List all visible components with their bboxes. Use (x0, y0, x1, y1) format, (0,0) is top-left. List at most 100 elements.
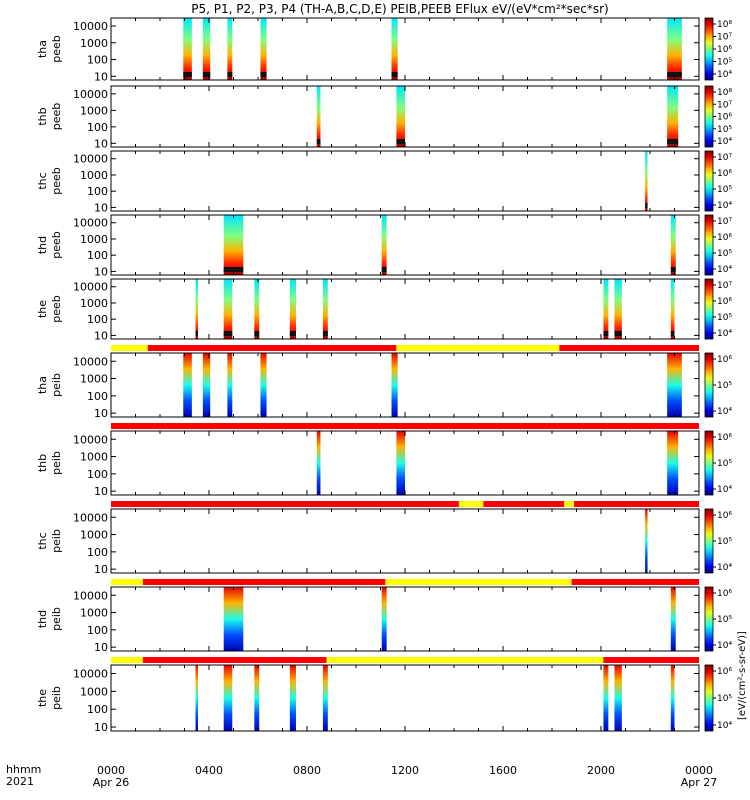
spectrogram-low-energy-edge (667, 139, 679, 144)
colorbar-tick-label: 10⁵ (717, 615, 732, 625)
y-tick-label: 100 (87, 624, 108, 637)
spectrogram-burst (670, 215, 676, 275)
colorbar-tick-label: 10⁷ (717, 33, 732, 43)
y-tick-label: 10 (94, 641, 108, 654)
x-tick-label: 1200 (391, 764, 419, 777)
colorbar-tick-label: 10⁴ (717, 265, 732, 275)
panel-frame (110, 278, 700, 340)
colorbar-tick-label: 10⁶ (717, 45, 732, 55)
spectrogram-burst (391, 353, 398, 417)
colorbar (704, 85, 714, 148)
colorbar-tick-label: 10⁵ (717, 694, 732, 704)
panel-thc-peeb: 10 100 1000 10000 thc peeb 10⁴ 10⁵ 10⁶ 10⁷ (36, 150, 732, 214)
spectrogram-burst (223, 215, 244, 275)
y-tick-label: 10 (94, 563, 108, 576)
y-tick-label: 10000 (73, 511, 108, 524)
y-tick-label: 10000 (73, 217, 108, 230)
y-tick-label: 10000 (73, 153, 108, 166)
colorbar-tick-label: 10⁷ (717, 281, 732, 291)
spectrogram-low-energy-edge (289, 331, 296, 336)
panel-probe-label: tha (36, 40, 49, 58)
mode-bar-segment (559, 345, 699, 351)
colorbar-tick-label: 10⁴ (717, 563, 732, 573)
mode-bar-segment (385, 579, 572, 585)
y-tick-label: 10 (94, 485, 108, 498)
mode-bar-segment (111, 423, 699, 429)
x-tick-label: 0000 (685, 764, 713, 777)
spectrogram-burst (603, 665, 609, 731)
time-format-label: hhmm (6, 763, 41, 776)
x-tick-label: 0800 (293, 764, 321, 777)
y-tick-label: 10 (94, 407, 108, 420)
mode-bar-segment (564, 501, 575, 507)
spectrogram-burst (316, 86, 321, 147)
spectrogram-burst (670, 279, 675, 339)
colorbar-tick-label: 10⁶ (717, 667, 732, 677)
spectrogram-low-energy-edge (645, 203, 648, 208)
colorbar-tick-label: 10⁴ (717, 329, 732, 339)
spectrogram-low-energy-edge (391, 72, 398, 77)
spectrogram-burst (381, 215, 387, 275)
panel-frame (110, 352, 700, 418)
y-tick-label: 1000 (80, 607, 108, 620)
spectrogram-low-energy-edge (254, 331, 260, 336)
spectrogram-low-energy-edge (195, 331, 198, 336)
colorbar-tick-label: 10⁶ (717, 297, 732, 307)
colorbar-tick-label: 10⁵ (717, 313, 732, 323)
panel-frame (110, 586, 700, 652)
panel-the-peeb: 10 100 1000 10000 the peeb 10⁴ 10⁵ 10⁶ 10⁷ (36, 278, 732, 342)
spectrogram-low-energy-edge (316, 139, 321, 144)
spectrogram-low-energy-edge (223, 267, 244, 272)
spectrogram-burst (260, 18, 267, 80)
colorbar-tick-label: 10⁴ (717, 70, 732, 80)
spectrogram-burst (227, 353, 233, 417)
panel-instrument-label: peib (50, 607, 63, 631)
y-tick-label: 10000 (73, 20, 108, 33)
panel-instrument-label: peeb (50, 295, 63, 323)
y-tick-label: 1000 (80, 169, 108, 182)
panel-probe-label: the (36, 689, 49, 707)
spectrogram-burst (260, 353, 267, 417)
colorbar (704, 214, 714, 276)
spectrogram-burst (202, 353, 211, 417)
colorbar-tick-label: 10⁵ (717, 125, 732, 135)
panel-tha-peib: 10 100 1000 10000 tha peib 10⁴ 10⁵ 10⁶ (36, 345, 732, 420)
y-tick-label: 10 (94, 721, 108, 734)
panel-frame (110, 150, 700, 212)
spectrogram-burst (614, 279, 622, 339)
panel-instrument-label: peeb (50, 35, 63, 63)
colorbar (704, 278, 714, 340)
y-tick-label: 100 (87, 390, 108, 403)
y-tick-label: 100 (87, 313, 108, 326)
y-tick-label: 100 (87, 185, 108, 198)
x-tick-date-label: Apr 26 (93, 776, 130, 789)
y-tick-label: 100 (87, 468, 108, 481)
y-tick-label: 1000 (80, 104, 108, 117)
colorbar-tick-label: 10⁴ (717, 641, 732, 651)
spectrogram-burst (254, 665, 260, 731)
y-tick-label: 100 (87, 703, 108, 716)
panel-instrument-label: peib (50, 686, 63, 710)
colorbar-tick-label: 10⁵ (717, 185, 732, 195)
spectrogram-burst (195, 665, 198, 731)
y-tick-label: 10000 (73, 88, 108, 101)
panel-thb-peeb: 10 100 1000 10000 thb peeb 10⁴ 10⁵ 10⁶ 10⁷ 10⁸ (36, 85, 732, 150)
panel-probe-label: thd (36, 236, 49, 254)
mode-bar-segment (111, 345, 148, 351)
colorbar (704, 664, 714, 732)
panel-frame (110, 664, 700, 732)
panel-tha-peeb: 10 100 1000 10000 tha peeb 10⁴ 10⁵ 10⁶ 10⁷ 10⁸ (36, 17, 732, 83)
panel-frame (110, 17, 700, 81)
spectrogram-burst (645, 151, 648, 211)
colorbar (704, 586, 714, 652)
panel-probe-label: thc (36, 172, 49, 189)
mode-bar-segment (458, 501, 484, 507)
spectrogram-burst (667, 353, 682, 417)
spectrogram-burst (396, 86, 405, 147)
colorbar-tick-label: 10⁵ (717, 249, 732, 259)
colorbar-unit-label: [eV/(cm²-s-sr-eV)] (737, 631, 748, 720)
mode-bar-segment (571, 579, 699, 585)
spectrogram-low-energy-edge (202, 72, 211, 77)
